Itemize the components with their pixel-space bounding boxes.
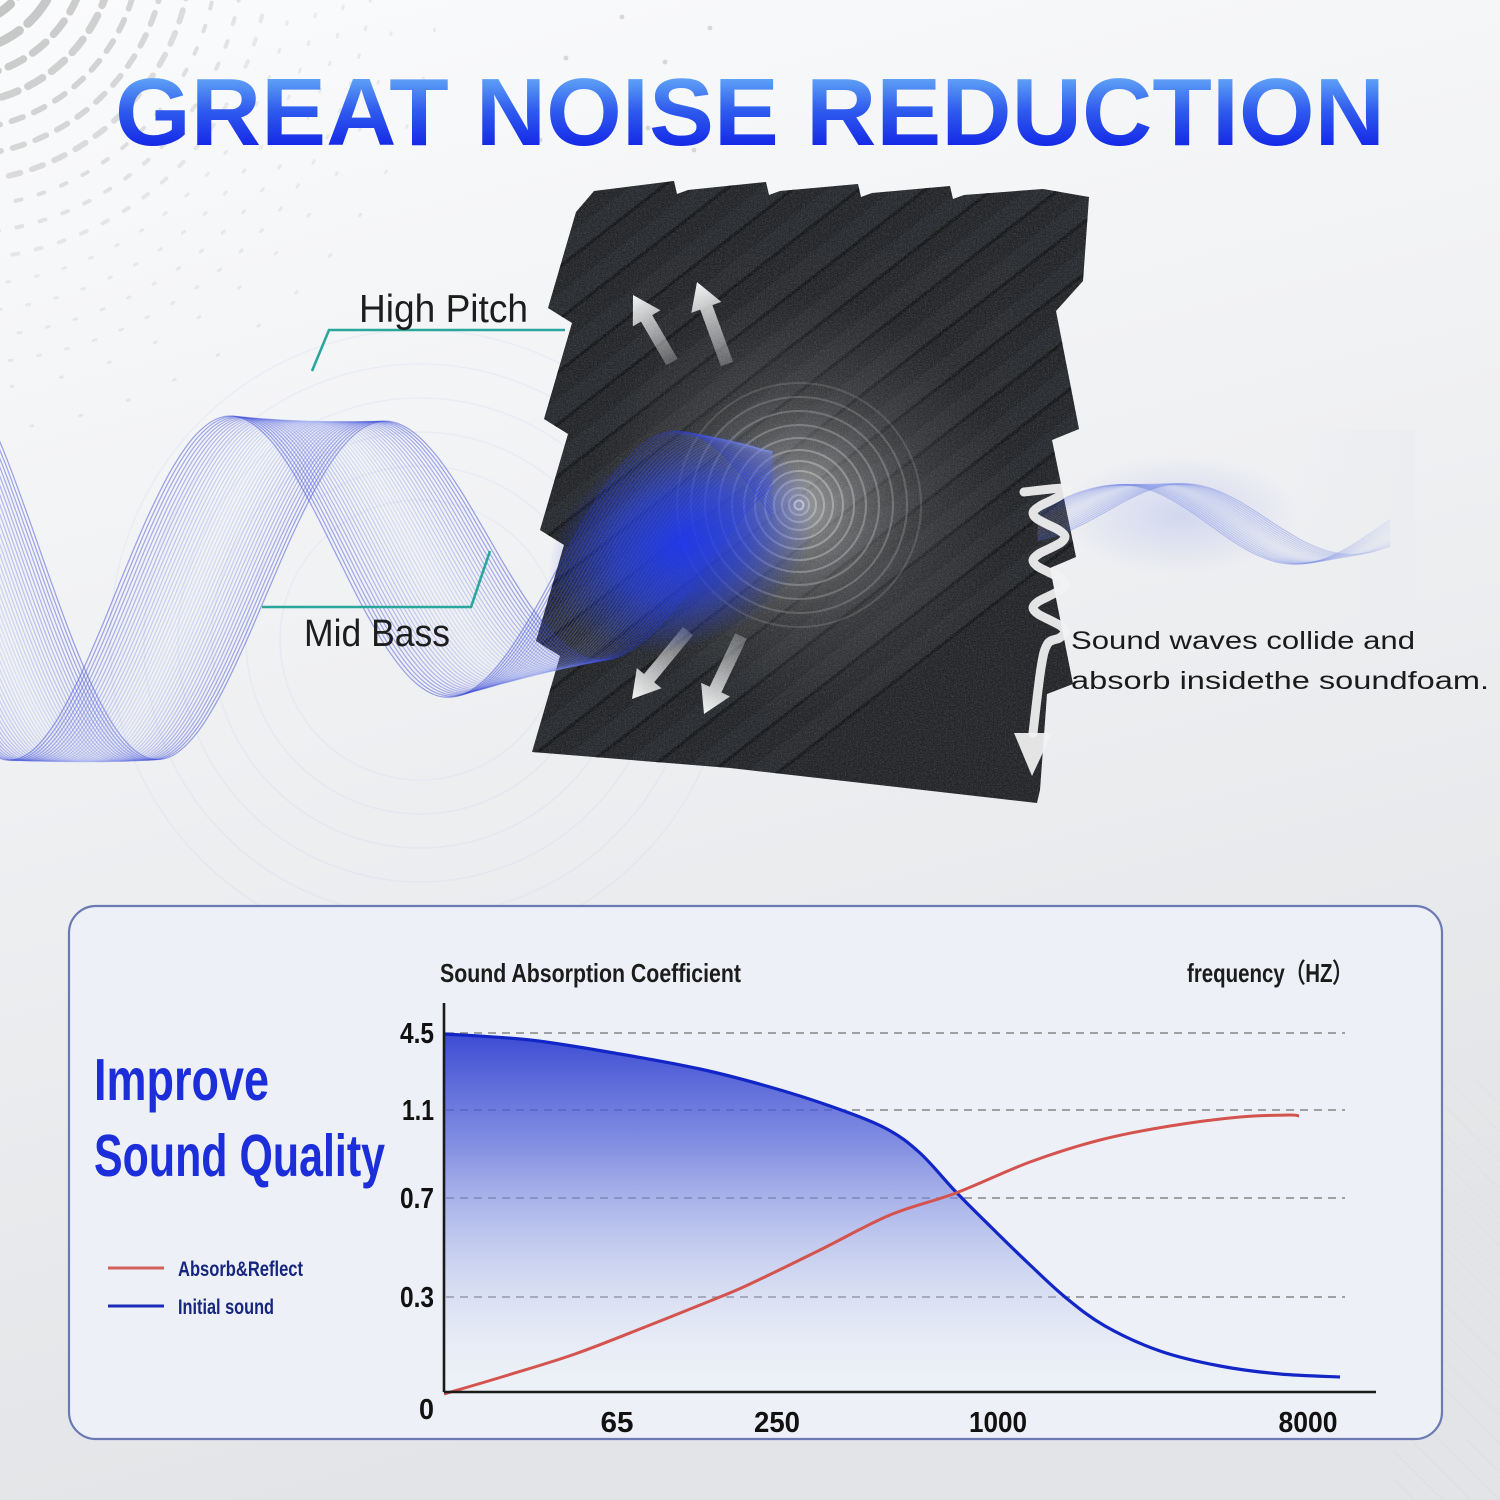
svg-text:0.7: 0.7 xyxy=(400,1183,434,1215)
svg-text:Absorb&Reflect: Absorb&Reflect xyxy=(178,1258,303,1281)
svg-text:Mid Bass: Mid Bass xyxy=(304,613,450,655)
svg-text:4.5: 4.5 xyxy=(400,1018,434,1050)
svg-text:0.3: 0.3 xyxy=(400,1282,434,1314)
svg-text:Improve: Improve xyxy=(94,1047,269,1113)
svg-text:absorb insidethe soundfoam.: absorb insidethe soundfoam. xyxy=(1071,667,1489,695)
svg-text:65: 65 xyxy=(601,1407,634,1439)
svg-text:Sound Quality: Sound Quality xyxy=(94,1123,385,1189)
svg-text:1000: 1000 xyxy=(969,1407,1027,1439)
svg-text:Initial sound: Initial sound xyxy=(178,1296,274,1319)
svg-text:1.1: 1.1 xyxy=(402,1095,434,1127)
svg-text:frequency（HZ）: frequency（HZ） xyxy=(1187,958,1353,988)
svg-text:High Pitch: High Pitch xyxy=(359,288,528,331)
svg-text:Sound Absorption Coefficient: Sound Absorption Coefficient xyxy=(440,958,741,988)
svg-text:0: 0 xyxy=(419,1394,434,1426)
svg-text:GREAT NOISE REDUCTION: GREAT NOISE REDUCTION xyxy=(115,59,1385,166)
svg-text:250: 250 xyxy=(754,1407,800,1439)
svg-text:8000: 8000 xyxy=(1279,1407,1338,1439)
svg-text:Sound waves collide and: Sound waves collide and xyxy=(1071,627,1415,655)
